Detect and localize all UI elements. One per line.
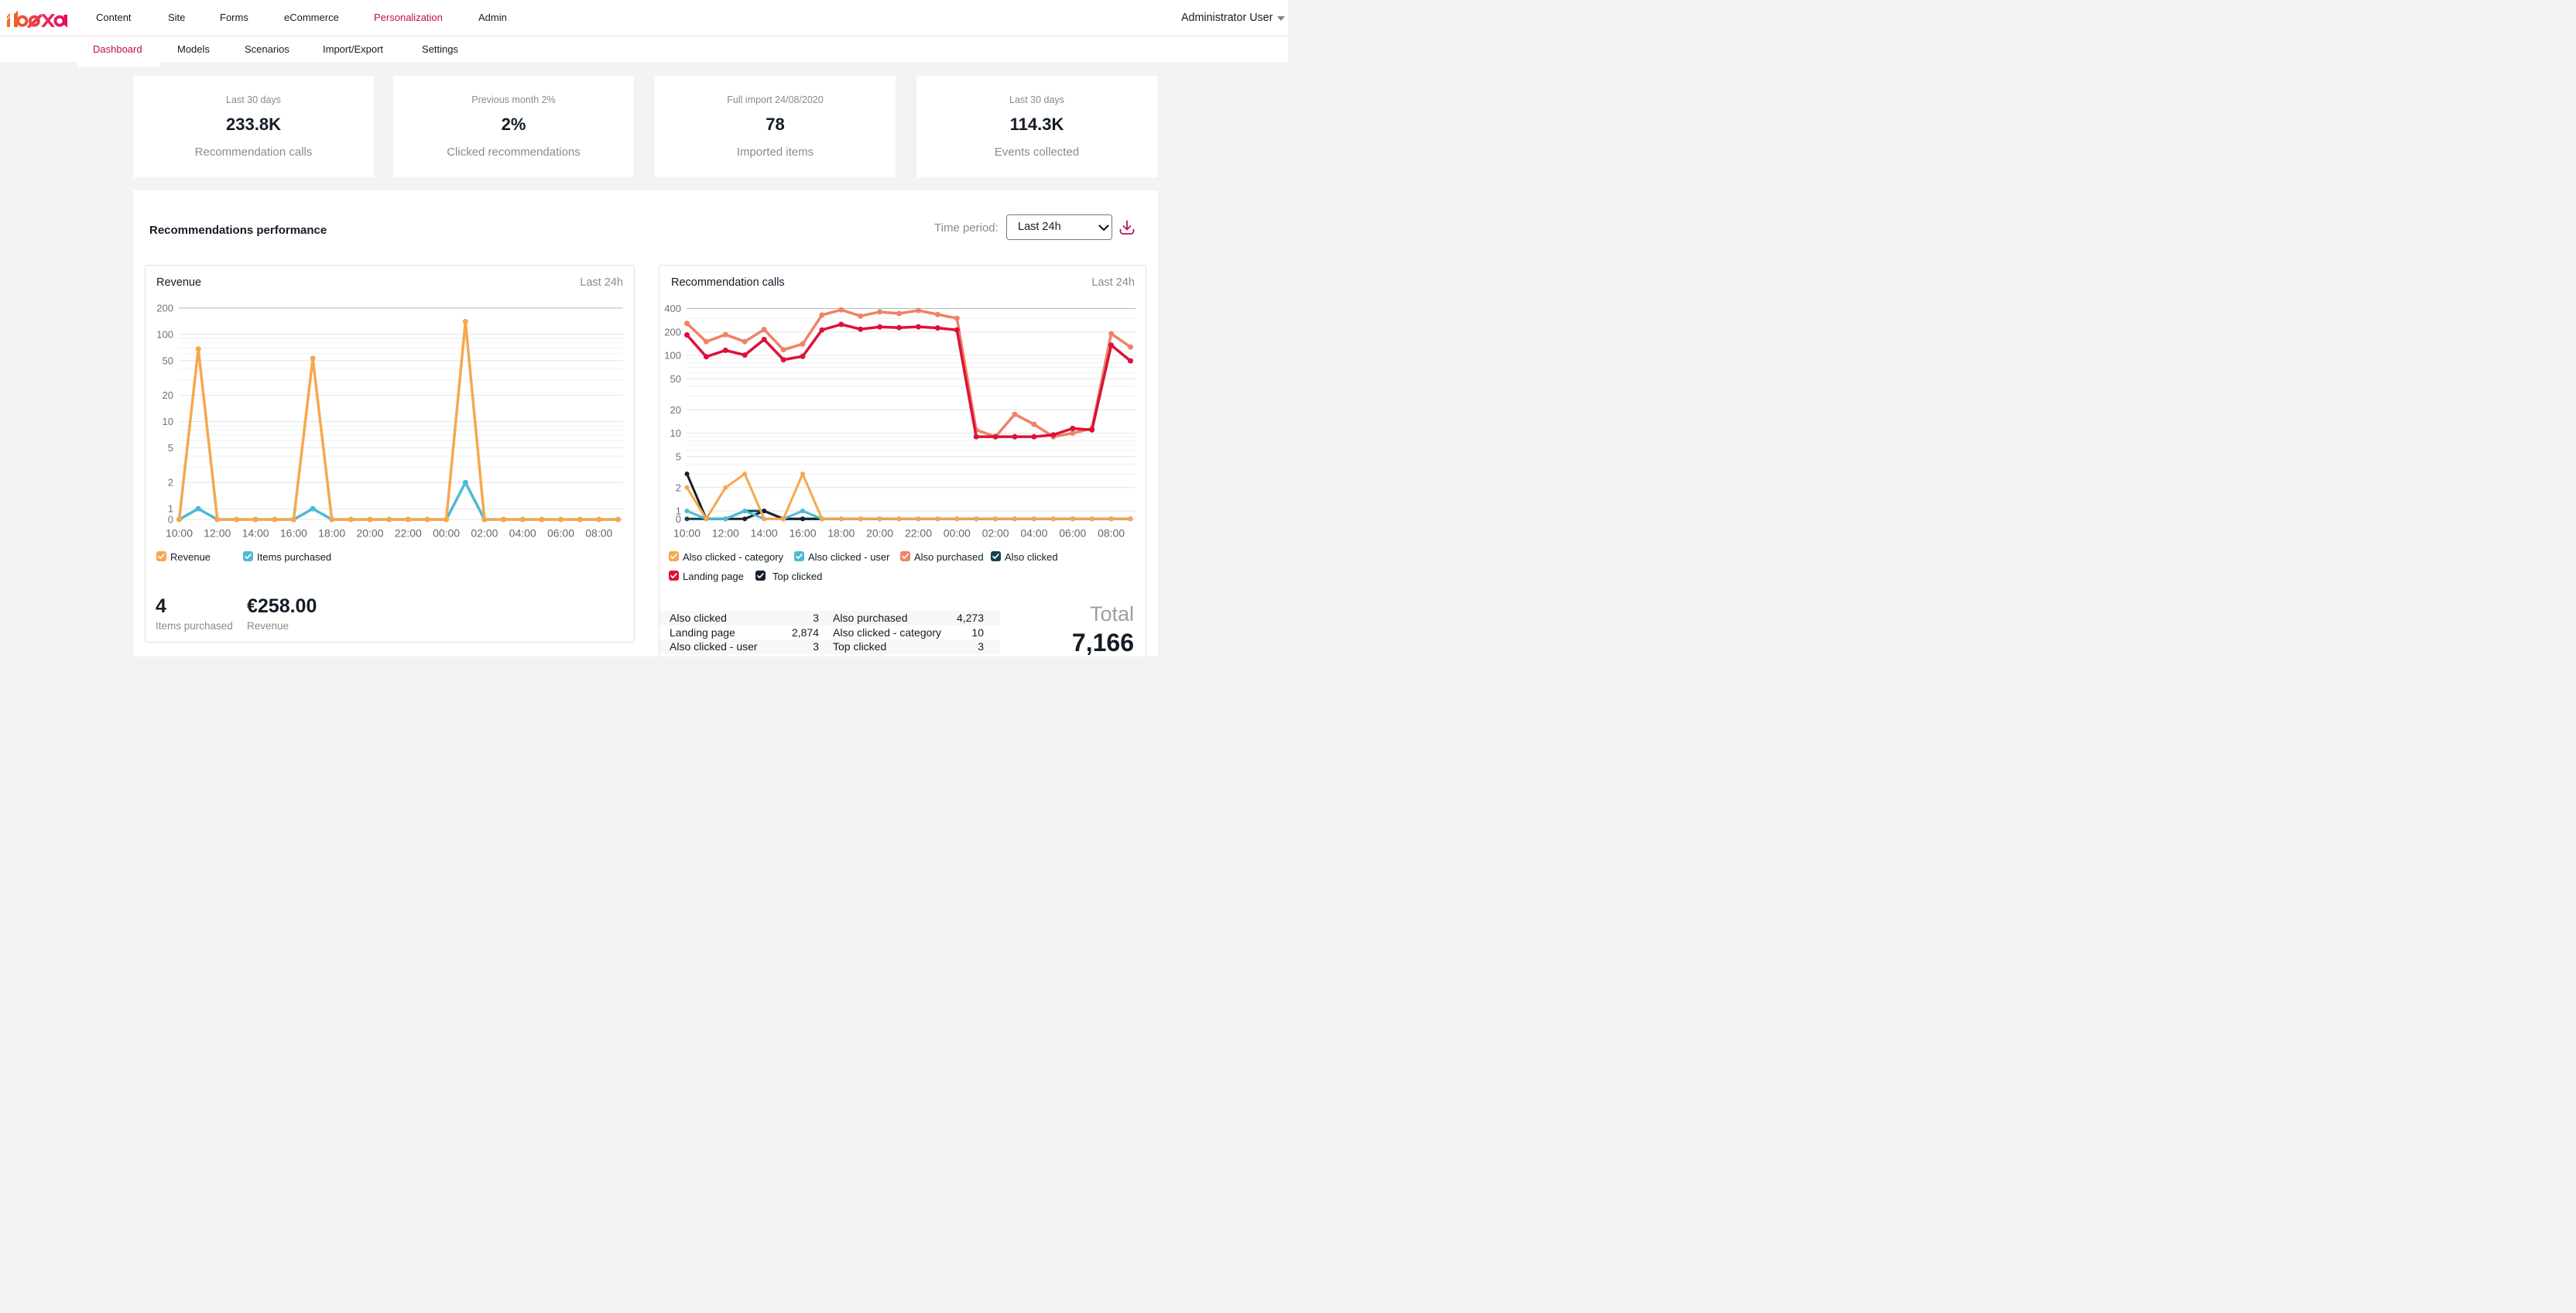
svg-text:12:00: 12:00 [204, 527, 231, 540]
svg-text:5: 5 [168, 442, 173, 454]
svg-text:18:00: 18:00 [827, 527, 855, 540]
svg-text:20:00: 20:00 [866, 527, 893, 540]
svg-text:08:00: 08:00 [585, 527, 612, 540]
svg-text:2: 2 [168, 477, 173, 489]
svg-text:1: 1 [168, 503, 173, 515]
svg-text:10: 10 [163, 416, 173, 427]
svg-text:10:00: 10:00 [673, 527, 701, 540]
svg-text:18:00: 18:00 [318, 527, 345, 540]
svg-text:20:00: 20:00 [356, 527, 383, 540]
svg-text:16:00: 16:00 [789, 527, 816, 540]
svg-text:02:00: 02:00 [982, 527, 1009, 540]
svg-text:04:00: 04:00 [509, 527, 536, 540]
svg-text:06:00: 06:00 [1059, 527, 1086, 540]
svg-text:1: 1 [676, 506, 681, 517]
svg-text:14:00: 14:00 [242, 527, 269, 540]
svg-text:0: 0 [676, 513, 681, 525]
svg-text:2: 2 [676, 482, 681, 493]
svg-text:20: 20 [163, 389, 173, 401]
svg-text:14:00: 14:00 [751, 527, 778, 540]
svg-text:5: 5 [676, 451, 681, 462]
svg-text:06:00: 06:00 [547, 527, 574, 540]
svg-text:400: 400 [664, 303, 681, 314]
svg-text:02:00: 02:00 [471, 527, 498, 540]
svg-text:22:00: 22:00 [905, 527, 932, 540]
svg-text:100: 100 [664, 350, 681, 362]
svg-text:200: 200 [664, 326, 681, 338]
svg-text:50: 50 [163, 355, 173, 366]
svg-text:16:00: 16:00 [280, 527, 307, 540]
svg-text:200: 200 [156, 303, 173, 314]
svg-text:22:00: 22:00 [395, 527, 422, 540]
svg-text:50: 50 [670, 373, 681, 385]
svg-text:00:00: 00:00 [433, 527, 460, 540]
svg-text:0: 0 [168, 514, 173, 526]
svg-text:10:00: 10:00 [166, 527, 193, 540]
svg-text:12:00: 12:00 [712, 527, 739, 540]
svg-text:00:00: 00:00 [944, 527, 971, 540]
svg-text:08:00: 08:00 [1098, 527, 1125, 540]
svg-text:04:00: 04:00 [1020, 527, 1047, 540]
svg-text:10: 10 [670, 427, 681, 439]
svg-text:100: 100 [156, 328, 173, 340]
svg-text:20: 20 [670, 404, 681, 416]
